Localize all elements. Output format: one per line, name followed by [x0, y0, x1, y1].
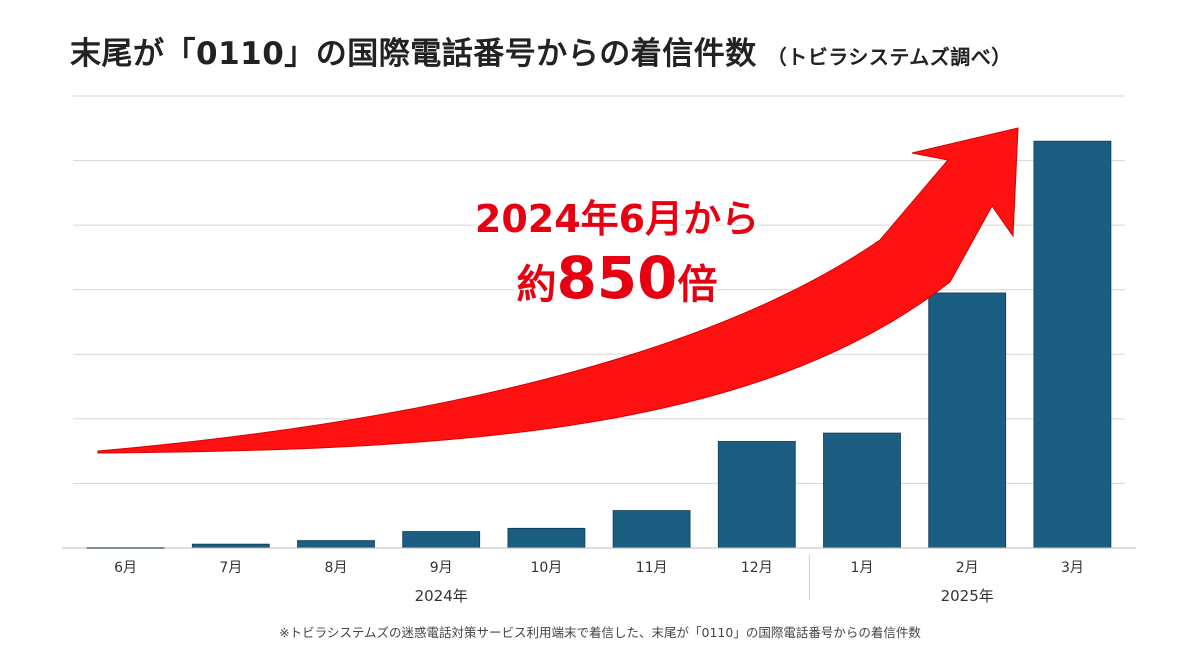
- year-group-label: 2025年: [941, 587, 994, 605]
- x-tick-label: 1月: [851, 560, 874, 576]
- chart-subtitle: （トビラシステムズ調べ）: [766, 45, 1012, 69]
- chart-title-text: 末尾が「0110」の国際電話番号からの着信件数: [70, 36, 757, 72]
- annotation-line1: 2024年6月から: [475, 197, 759, 241]
- x-tick-label: 7月: [219, 560, 242, 576]
- x-tick-label: 8月: [325, 560, 348, 576]
- bar-9: [928, 292, 1007, 549]
- bar-5: [507, 527, 586, 549]
- bar-4: [402, 531, 481, 549]
- x-tick-label: 6月: [114, 560, 137, 576]
- bar-6: [612, 510, 691, 549]
- year-group-label: 2024年: [415, 587, 468, 605]
- chart-title: 末尾が「0110」の国際電話番号からの着信件数 （トビラシステムズ調べ）: [70, 28, 1012, 73]
- x-tick-label: 9月: [430, 560, 453, 576]
- bar-7: [717, 441, 796, 549]
- bars: [86, 140, 1112, 549]
- annotation-number: 850: [556, 244, 677, 312]
- x-tick-label: 11月: [636, 560, 668, 576]
- x-axis: 6月 7月 8月 9月 10月 11月 12月 1月 2月 3月 2024年 2025年: [62, 547, 1136, 605]
- footnote: ※トビラシステムズの迷惑電話対策サービス利用端末で着信した、末尾が「0110」の…: [279, 625, 921, 640]
- x-tick-label: 3月: [1061, 560, 1084, 576]
- annotation-prefix: 約: [516, 262, 556, 308]
- bar-10: [1033, 140, 1112, 549]
- annotation-suffix: 倍: [678, 262, 718, 308]
- bar-8: [823, 432, 901, 549]
- annotation-line2: 約850倍: [516, 244, 717, 312]
- x-tick-label: 10月: [530, 560, 562, 576]
- x-tick-label: 2月: [956, 560, 979, 576]
- annotation: 2024年6月から 約850倍: [471, 194, 762, 317]
- x-tick-label: 12月: [741, 560, 773, 576]
- growth-arrow: [97, 127, 1019, 454]
- bar-2: [191, 543, 270, 549]
- bar-3: [297, 540, 375, 549]
